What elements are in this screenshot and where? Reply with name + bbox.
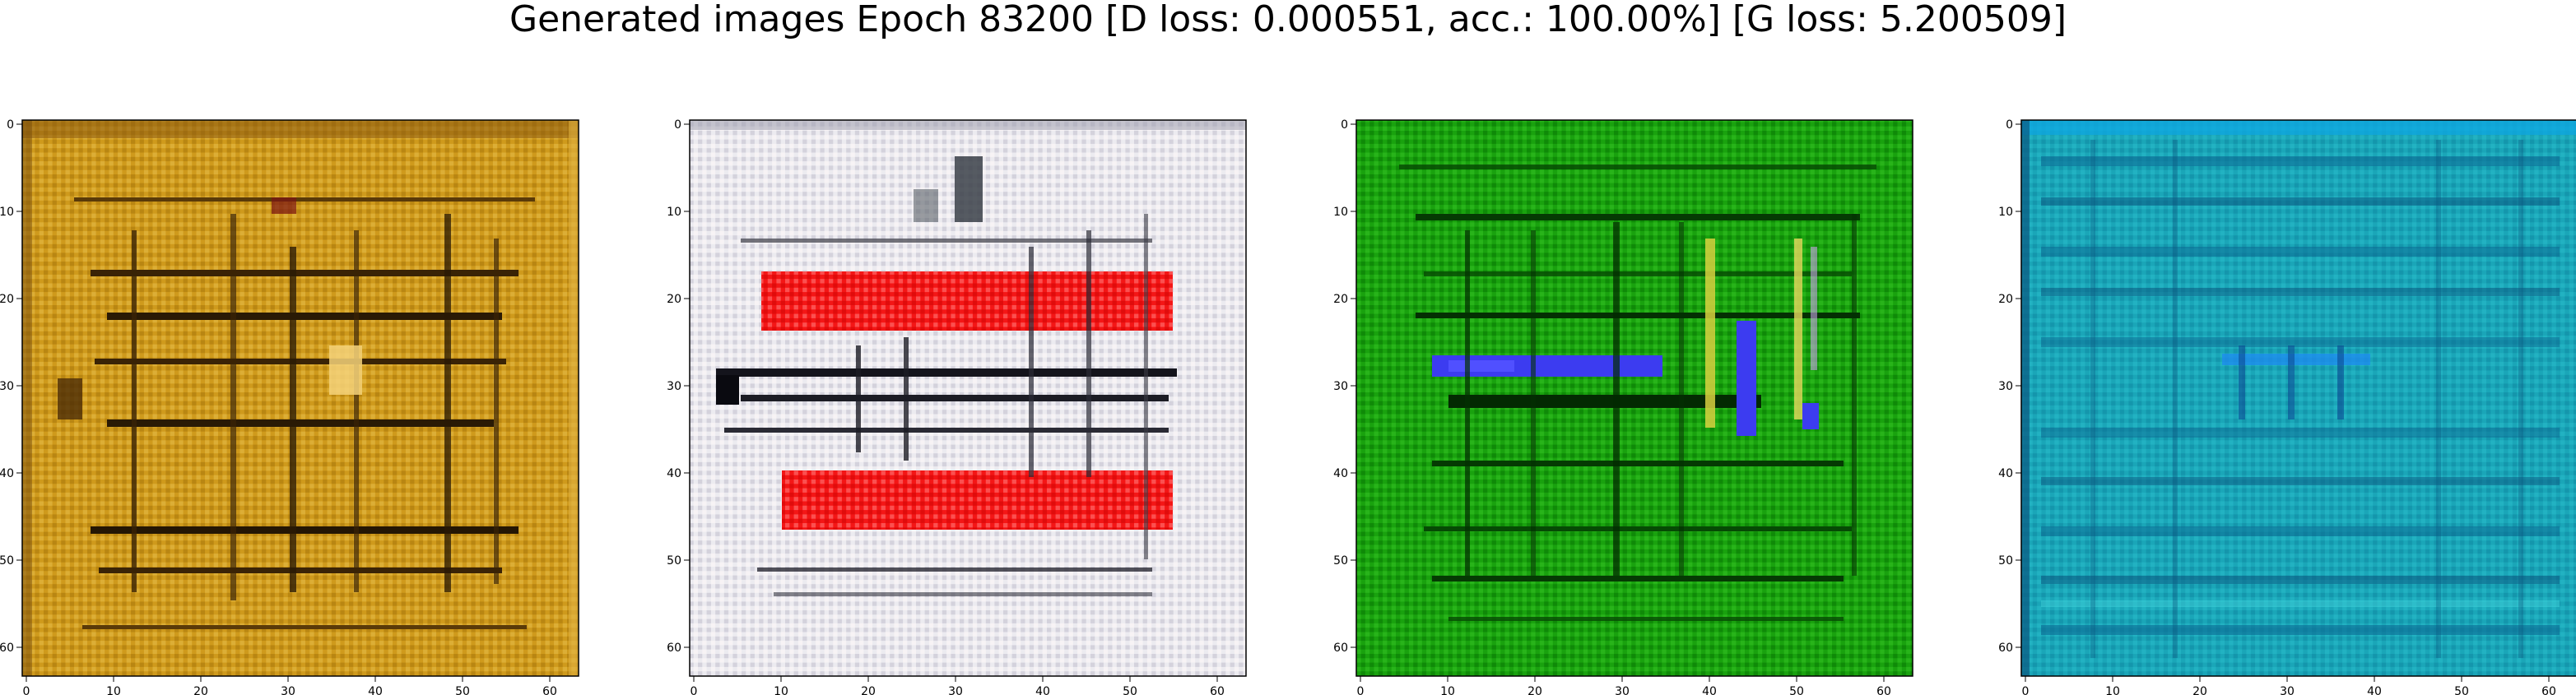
y-tick-label: 10 <box>0 206 14 219</box>
panel-4: 0 10 20 30 40 50 60 0 10 20 30 40 50 60 <box>1998 118 2576 695</box>
y-tick-label: 60 <box>0 642 14 655</box>
x-tick-label: 20 <box>2192 685 2207 695</box>
x-tick-label: 10 <box>774 685 788 695</box>
y-tick-label: 20 <box>1333 293 1348 306</box>
y-tick-label: 30 <box>1998 380 2013 393</box>
x-tick-label: 20 <box>861 685 876 695</box>
generated-image-1 <box>22 120 579 676</box>
axes-frame-2 <box>689 119 1247 677</box>
x-tick-label: 60 <box>542 685 557 695</box>
y-tick-label: 10 <box>667 206 681 219</box>
x-axis-1: 0 10 20 30 40 50 60 <box>23 676 557 695</box>
x-axis-2: 0 10 20 30 40 50 60 <box>690 676 1225 695</box>
panel-3: 0 10 20 30 40 50 60 0 10 20 30 40 50 60 <box>1333 118 1913 695</box>
y-tick-label: 40 <box>667 467 681 480</box>
y-tick-label: 0 <box>1341 118 1348 132</box>
x-tick-label: 60 <box>1876 685 1891 695</box>
y-tick-label: 60 <box>1333 642 1348 655</box>
x-tick-label: 10 <box>106 685 121 695</box>
x-tick-label: 60 <box>2541 685 2556 695</box>
y-tick-label: 30 <box>0 380 14 393</box>
y-tick-label: 30 <box>667 380 681 393</box>
y-axis-3: 0 10 20 30 40 50 60 <box>1333 118 1356 655</box>
axes-frame-4 <box>2020 119 2576 677</box>
x-tick-label: 0 <box>1357 685 1365 695</box>
x-tick-label: 30 <box>1615 685 1630 695</box>
generated-image-3 <box>1356 120 1913 676</box>
axes-frame-3 <box>1355 119 1913 677</box>
panel-2: 0 10 20 30 40 50 60 0 10 20 30 40 50 60 <box>667 118 1247 695</box>
y-tick-label: 40 <box>1998 467 2013 480</box>
x-tick-label: 30 <box>948 685 963 695</box>
y-tick-label: 50 <box>667 554 681 568</box>
y-tick-label: 50 <box>0 554 14 568</box>
x-tick-label: 0 <box>2022 685 2030 695</box>
x-tick-label: 20 <box>1527 685 1542 695</box>
y-axis-2: 0 10 20 30 40 50 60 <box>667 118 690 655</box>
y-tick-label: 20 <box>1998 293 2013 306</box>
x-tick-label: 50 <box>2454 685 2469 695</box>
x-tick-label: 50 <box>455 685 470 695</box>
x-tick-label: 0 <box>23 685 30 695</box>
y-tick-label: 30 <box>1333 380 1348 393</box>
axes-frame-1 <box>21 119 579 677</box>
x-axis-3: 0 10 20 30 40 50 60 <box>1357 676 1891 695</box>
y-tick-label: 0 <box>674 118 681 132</box>
y-tick-label: 20 <box>667 293 681 306</box>
generated-image-4 <box>2021 120 2576 676</box>
x-tick-label: 60 <box>1210 685 1225 695</box>
x-tick-label: 50 <box>1789 685 1804 695</box>
x-tick-label: 40 <box>368 685 383 695</box>
x-tick-label: 10 <box>2105 685 2120 695</box>
x-tick-label: 40 <box>2367 685 2382 695</box>
generated-image-2 <box>690 120 1246 676</box>
y-tick-label: 60 <box>667 642 681 655</box>
y-axis-4: 0 10 20 30 40 50 60 <box>1998 118 2021 655</box>
x-tick-label: 30 <box>281 685 295 695</box>
y-tick-label: 40 <box>0 467 14 480</box>
figure-title: Generated images Epoch 83200 [D loss: 0.… <box>509 0 2067 40</box>
x-tick-label: 20 <box>193 685 208 695</box>
y-tick-label: 50 <box>1998 554 2013 568</box>
y-tick-label: 10 <box>1333 206 1348 219</box>
y-tick-label: 50 <box>1333 554 1348 568</box>
x-axis-4: 0 10 20 30 40 50 60 <box>2022 676 2556 695</box>
x-tick-label: 10 <box>1440 685 1455 695</box>
x-tick-label: 30 <box>2280 685 2295 695</box>
panel-1: 0 10 20 30 40 50 60 0 10 20 30 40 50 60 <box>0 118 579 695</box>
y-tick-label: 10 <box>1998 206 2013 219</box>
x-tick-label: 50 <box>1123 685 1137 695</box>
x-tick-label: 0 <box>690 685 698 695</box>
y-tick-label: 40 <box>1333 467 1348 480</box>
y-tick-label: 20 <box>0 293 14 306</box>
y-tick-label: 0 <box>7 118 14 132</box>
x-tick-label: 40 <box>1035 685 1050 695</box>
y-tick-label: 0 <box>2006 118 2013 132</box>
x-tick-label: 40 <box>1702 685 1717 695</box>
y-axis-1: 0 10 20 30 40 50 60 <box>0 118 22 655</box>
y-tick-label: 60 <box>1998 642 2013 655</box>
